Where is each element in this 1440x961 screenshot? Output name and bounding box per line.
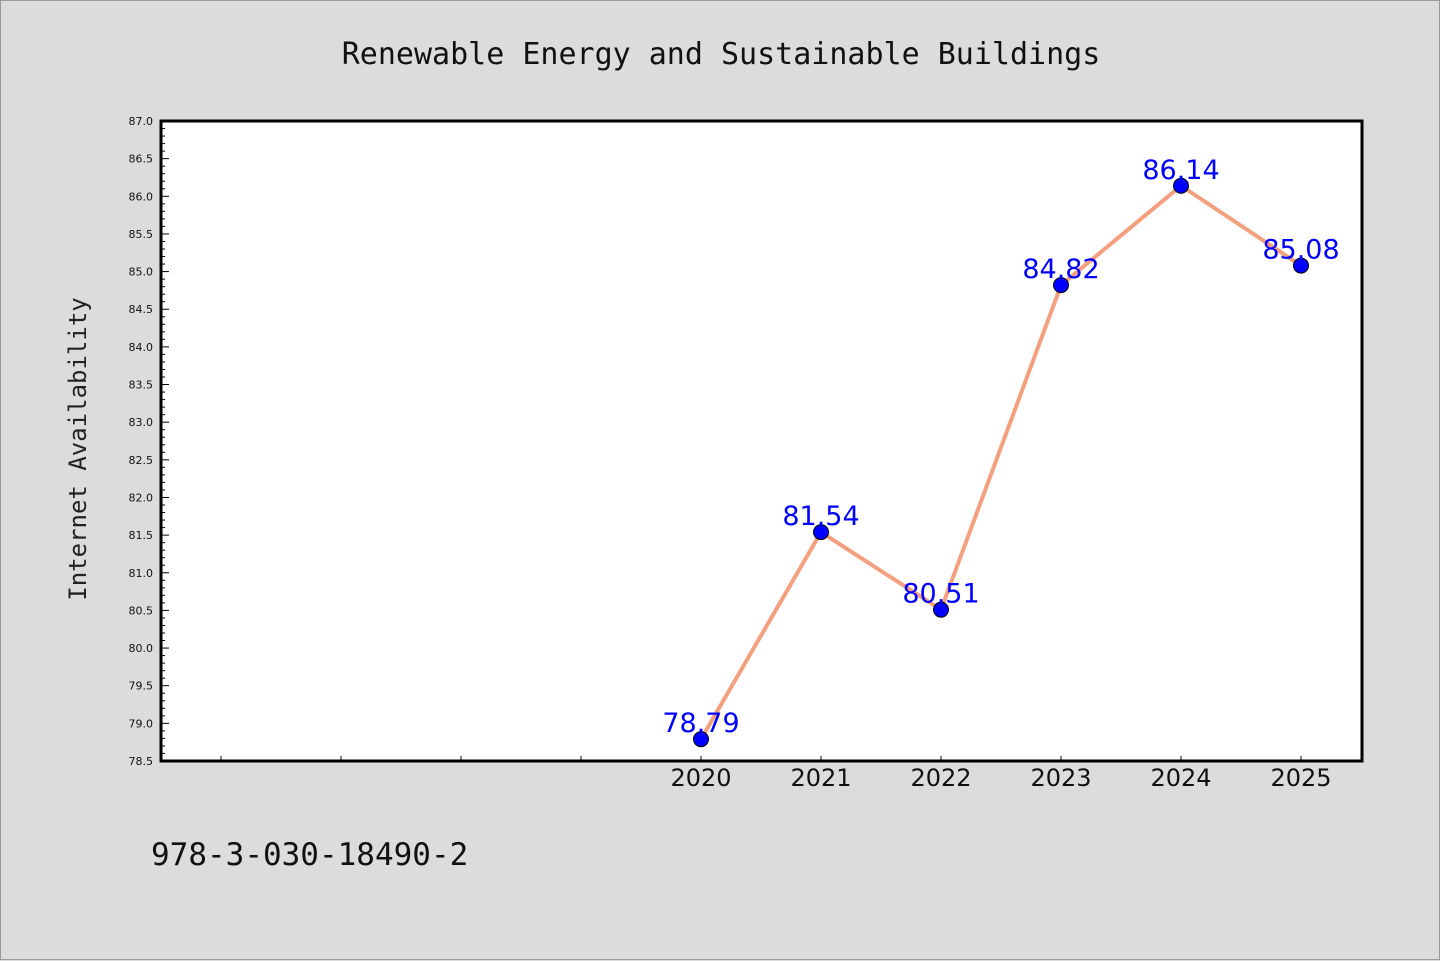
y-axis: 78.5 79.0 79.5 80.0 80.5 81.0 81.5 82.0 82.5 83.0… xyxy=(129,115,169,768)
x-axis: 2020 2021 2022 2023 2024 2025 xyxy=(220,756,1332,792)
data-point xyxy=(1293,257,1309,274)
data-point xyxy=(1173,177,1189,194)
y-tick-label: 80.0 xyxy=(129,642,154,655)
x-tick-label: 2024 xyxy=(1150,764,1211,792)
y-tick-label: 81.0 xyxy=(129,567,154,580)
x-tick-label: 2023 xyxy=(1030,764,1091,792)
x-tick-label: 2020 xyxy=(670,764,731,792)
y-tick-label: 83.5 xyxy=(129,379,154,392)
plot-area xyxy=(161,121,1362,761)
y-axis-label: Internet Availability xyxy=(64,297,92,600)
data-label: 81.54 xyxy=(782,501,859,532)
x-tick-label: 2025 xyxy=(1270,764,1331,792)
data-point xyxy=(813,524,829,541)
series-line xyxy=(699,183,1303,741)
y-tick-label: 86.0 xyxy=(129,190,154,203)
series-group: 78.79 81.54 80.51 84.82 86.14 85.08 xyxy=(662,155,1340,748)
y-tick-label: 83.0 xyxy=(129,416,154,429)
y-tick-label: 82.5 xyxy=(129,454,154,467)
x-tick-label: 2022 xyxy=(910,764,971,792)
data-label: 80.51 xyxy=(902,579,979,610)
y-tick-label: 87.0 xyxy=(129,115,154,128)
y-tick-label: 85.0 xyxy=(129,266,154,279)
data-label: 86.14 xyxy=(1142,155,1219,186)
y-tick-label: 85.5 xyxy=(129,228,154,241)
y-tick-label: 84.5 xyxy=(129,303,154,316)
y-tick-label: 79.5 xyxy=(129,680,154,693)
x-tick-label: 2021 xyxy=(790,764,851,792)
y-tick-label: 86.5 xyxy=(129,153,154,166)
y-tick-label: 81.5 xyxy=(129,529,154,542)
data-label: 84.82 xyxy=(1022,254,1099,285)
y-tick-label: 79.0 xyxy=(129,717,154,730)
y-tick-label: 82.0 xyxy=(129,491,154,504)
y-tick-label: 78.5 xyxy=(129,755,154,768)
data-point xyxy=(1053,277,1069,294)
y-tick-label: 80.5 xyxy=(129,604,154,617)
isbn-text: 978-3-030-18490-2 xyxy=(151,837,468,873)
data-label: 78.79 xyxy=(662,708,739,739)
data-label: 85.08 xyxy=(1262,235,1339,266)
plot-border xyxy=(159,119,1364,763)
y-tick-label: 84.0 xyxy=(129,341,154,354)
chart-title: Renewable Energy and Sustainable Buildin… xyxy=(342,37,1101,72)
data-point xyxy=(693,731,709,748)
data-point xyxy=(933,601,949,618)
